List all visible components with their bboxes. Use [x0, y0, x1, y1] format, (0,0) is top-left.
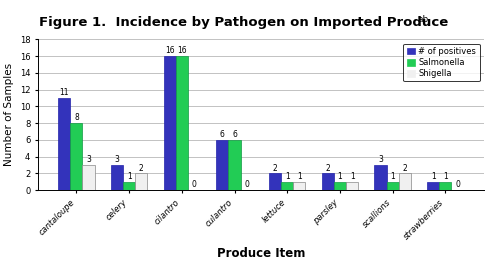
- Bar: [346, 182, 358, 190]
- Bar: [58, 98, 70, 190]
- Text: 1: 1: [285, 172, 290, 181]
- Bar: [70, 123, 82, 190]
- Text: 0: 0: [455, 181, 460, 190]
- Bar: [322, 173, 334, 190]
- Bar: [386, 182, 399, 190]
- Text: 3: 3: [115, 155, 120, 164]
- Bar: [334, 182, 346, 190]
- Text: 1: 1: [297, 172, 302, 181]
- Bar: [439, 182, 451, 190]
- Text: 2: 2: [273, 164, 278, 173]
- Text: 6: 6: [220, 130, 225, 139]
- Bar: [374, 165, 386, 190]
- Text: 3: 3: [378, 155, 383, 164]
- Bar: [82, 165, 95, 190]
- Text: 3: 3: [86, 155, 91, 164]
- Text: 2: 2: [139, 164, 143, 173]
- Legend: # of positives, Salmonella, Shigella: # of positives, Salmonella, Shigella: [404, 44, 480, 81]
- Text: 11: 11: [60, 88, 69, 97]
- Text: ab: ab: [417, 15, 428, 23]
- Text: 2: 2: [403, 164, 407, 173]
- Bar: [281, 182, 293, 190]
- Bar: [123, 182, 135, 190]
- Text: 8: 8: [74, 114, 79, 122]
- Text: Figure 1.  Incidence by Pathogen on Imported Produce: Figure 1. Incidence by Pathogen on Impor…: [40, 16, 448, 29]
- Bar: [228, 140, 241, 190]
- Bar: [111, 165, 123, 190]
- Bar: [399, 173, 411, 190]
- Bar: [293, 182, 305, 190]
- Text: 16: 16: [165, 46, 175, 55]
- Text: 0: 0: [191, 181, 196, 190]
- Text: 6: 6: [232, 130, 237, 139]
- Text: 2: 2: [325, 164, 330, 173]
- Text: 1: 1: [443, 172, 448, 181]
- Text: 1: 1: [127, 172, 132, 181]
- Text: 0: 0: [244, 181, 249, 190]
- Text: 1: 1: [350, 172, 354, 181]
- Bar: [427, 182, 439, 190]
- Bar: [163, 56, 176, 190]
- Y-axis label: Number of Samples: Number of Samples: [4, 63, 14, 166]
- Bar: [216, 140, 228, 190]
- Text: 1: 1: [338, 172, 343, 181]
- Bar: [135, 173, 147, 190]
- Bar: [269, 173, 281, 190]
- Text: 1: 1: [431, 172, 436, 181]
- Text: 16: 16: [177, 46, 187, 55]
- Bar: [176, 56, 188, 190]
- X-axis label: Produce Item: Produce Item: [217, 247, 305, 260]
- Text: 1: 1: [390, 172, 395, 181]
